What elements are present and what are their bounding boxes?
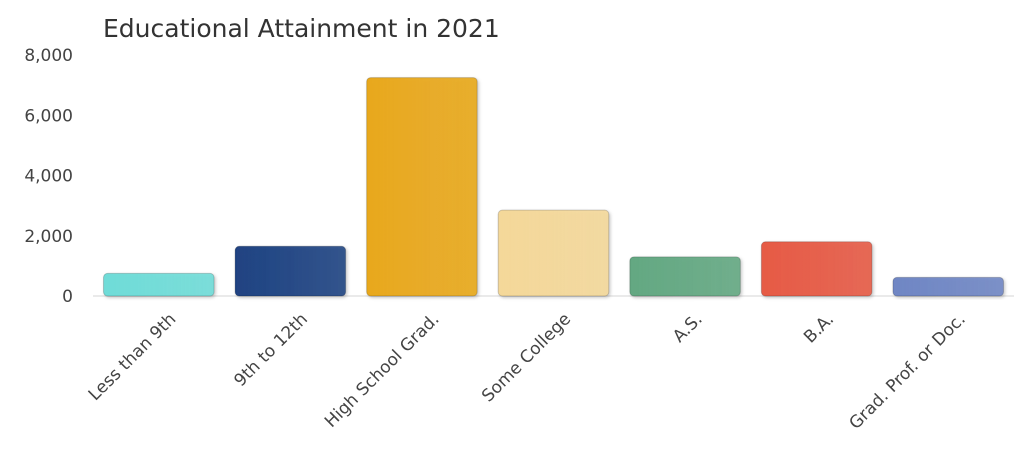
bar-9th-to-12th[interactable] <box>234 245 347 297</box>
chart-title: Educational Attainment in 2021 <box>103 14 500 43</box>
x-tick-label: Grad. Prof. or Doc. <box>845 309 969 433</box>
x-tick-label: High School Grad. <box>321 309 443 431</box>
bar-high-school-grad[interactable] <box>366 77 478 297</box>
x-tick-label: 9th to 12th <box>230 309 311 390</box>
x-axis: Less than 9th 9th to 12th High School Grad… <box>85 309 970 433</box>
y-tick-label: 4,000 <box>24 167 73 187</box>
y-tick-label: 2,000 <box>24 227 73 247</box>
bar-b-a[interactable] <box>760 241 873 297</box>
x-tick-label: Less than 9th <box>85 309 180 404</box>
y-tick-label: 6,000 <box>24 106 73 126</box>
x-tick-label: A.S. <box>669 309 706 346</box>
x-tick-label: Some College <box>478 309 575 406</box>
y-axis: 0 2,000 4,000 6,000 8,000 <box>24 46 73 307</box>
bar-less-than-9th[interactable] <box>103 272 215 297</box>
x-tick-label: B.A. <box>800 309 838 347</box>
y-tick-label: 0 <box>62 287 73 307</box>
bar-grad-prof-or-doc[interactable] <box>892 276 1004 297</box>
y-tick-label: 8,000 <box>24 46 73 66</box>
bars <box>103 77 1004 297</box>
bar-a-s[interactable] <box>629 256 741 297</box>
bar-some-college[interactable] <box>497 209 610 297</box>
